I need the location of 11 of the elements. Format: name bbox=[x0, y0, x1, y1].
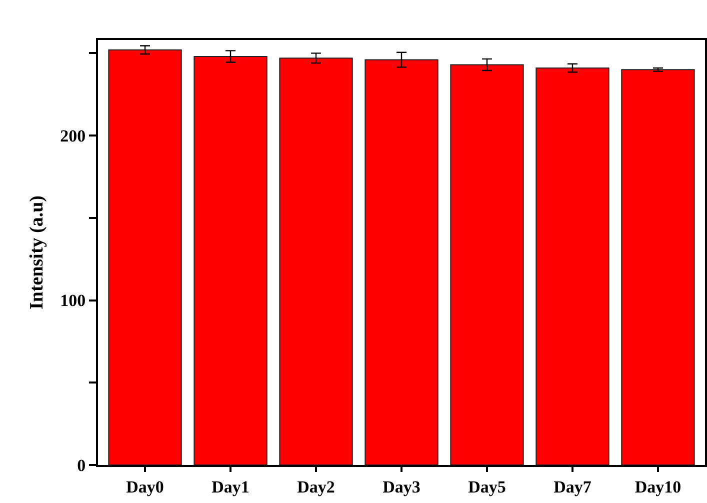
x-tick-label: Day10 bbox=[634, 477, 682, 496]
x-tick-label: Day3 bbox=[382, 477, 420, 496]
x-tick-label: Day0 bbox=[126, 477, 164, 496]
x-tick-label: Day2 bbox=[297, 477, 335, 496]
x-tick-label: Day5 bbox=[468, 477, 506, 496]
y-tick-label: 200 bbox=[60, 126, 86, 146]
x-tick-label: Day7 bbox=[554, 477, 592, 496]
y-tick-label: 0 bbox=[77, 456, 86, 475]
y-tick-label: 100 bbox=[60, 291, 86, 310]
y-axis-title: Intensity (a.u) bbox=[26, 195, 48, 310]
x-tick-label: Day1 bbox=[212, 477, 250, 496]
